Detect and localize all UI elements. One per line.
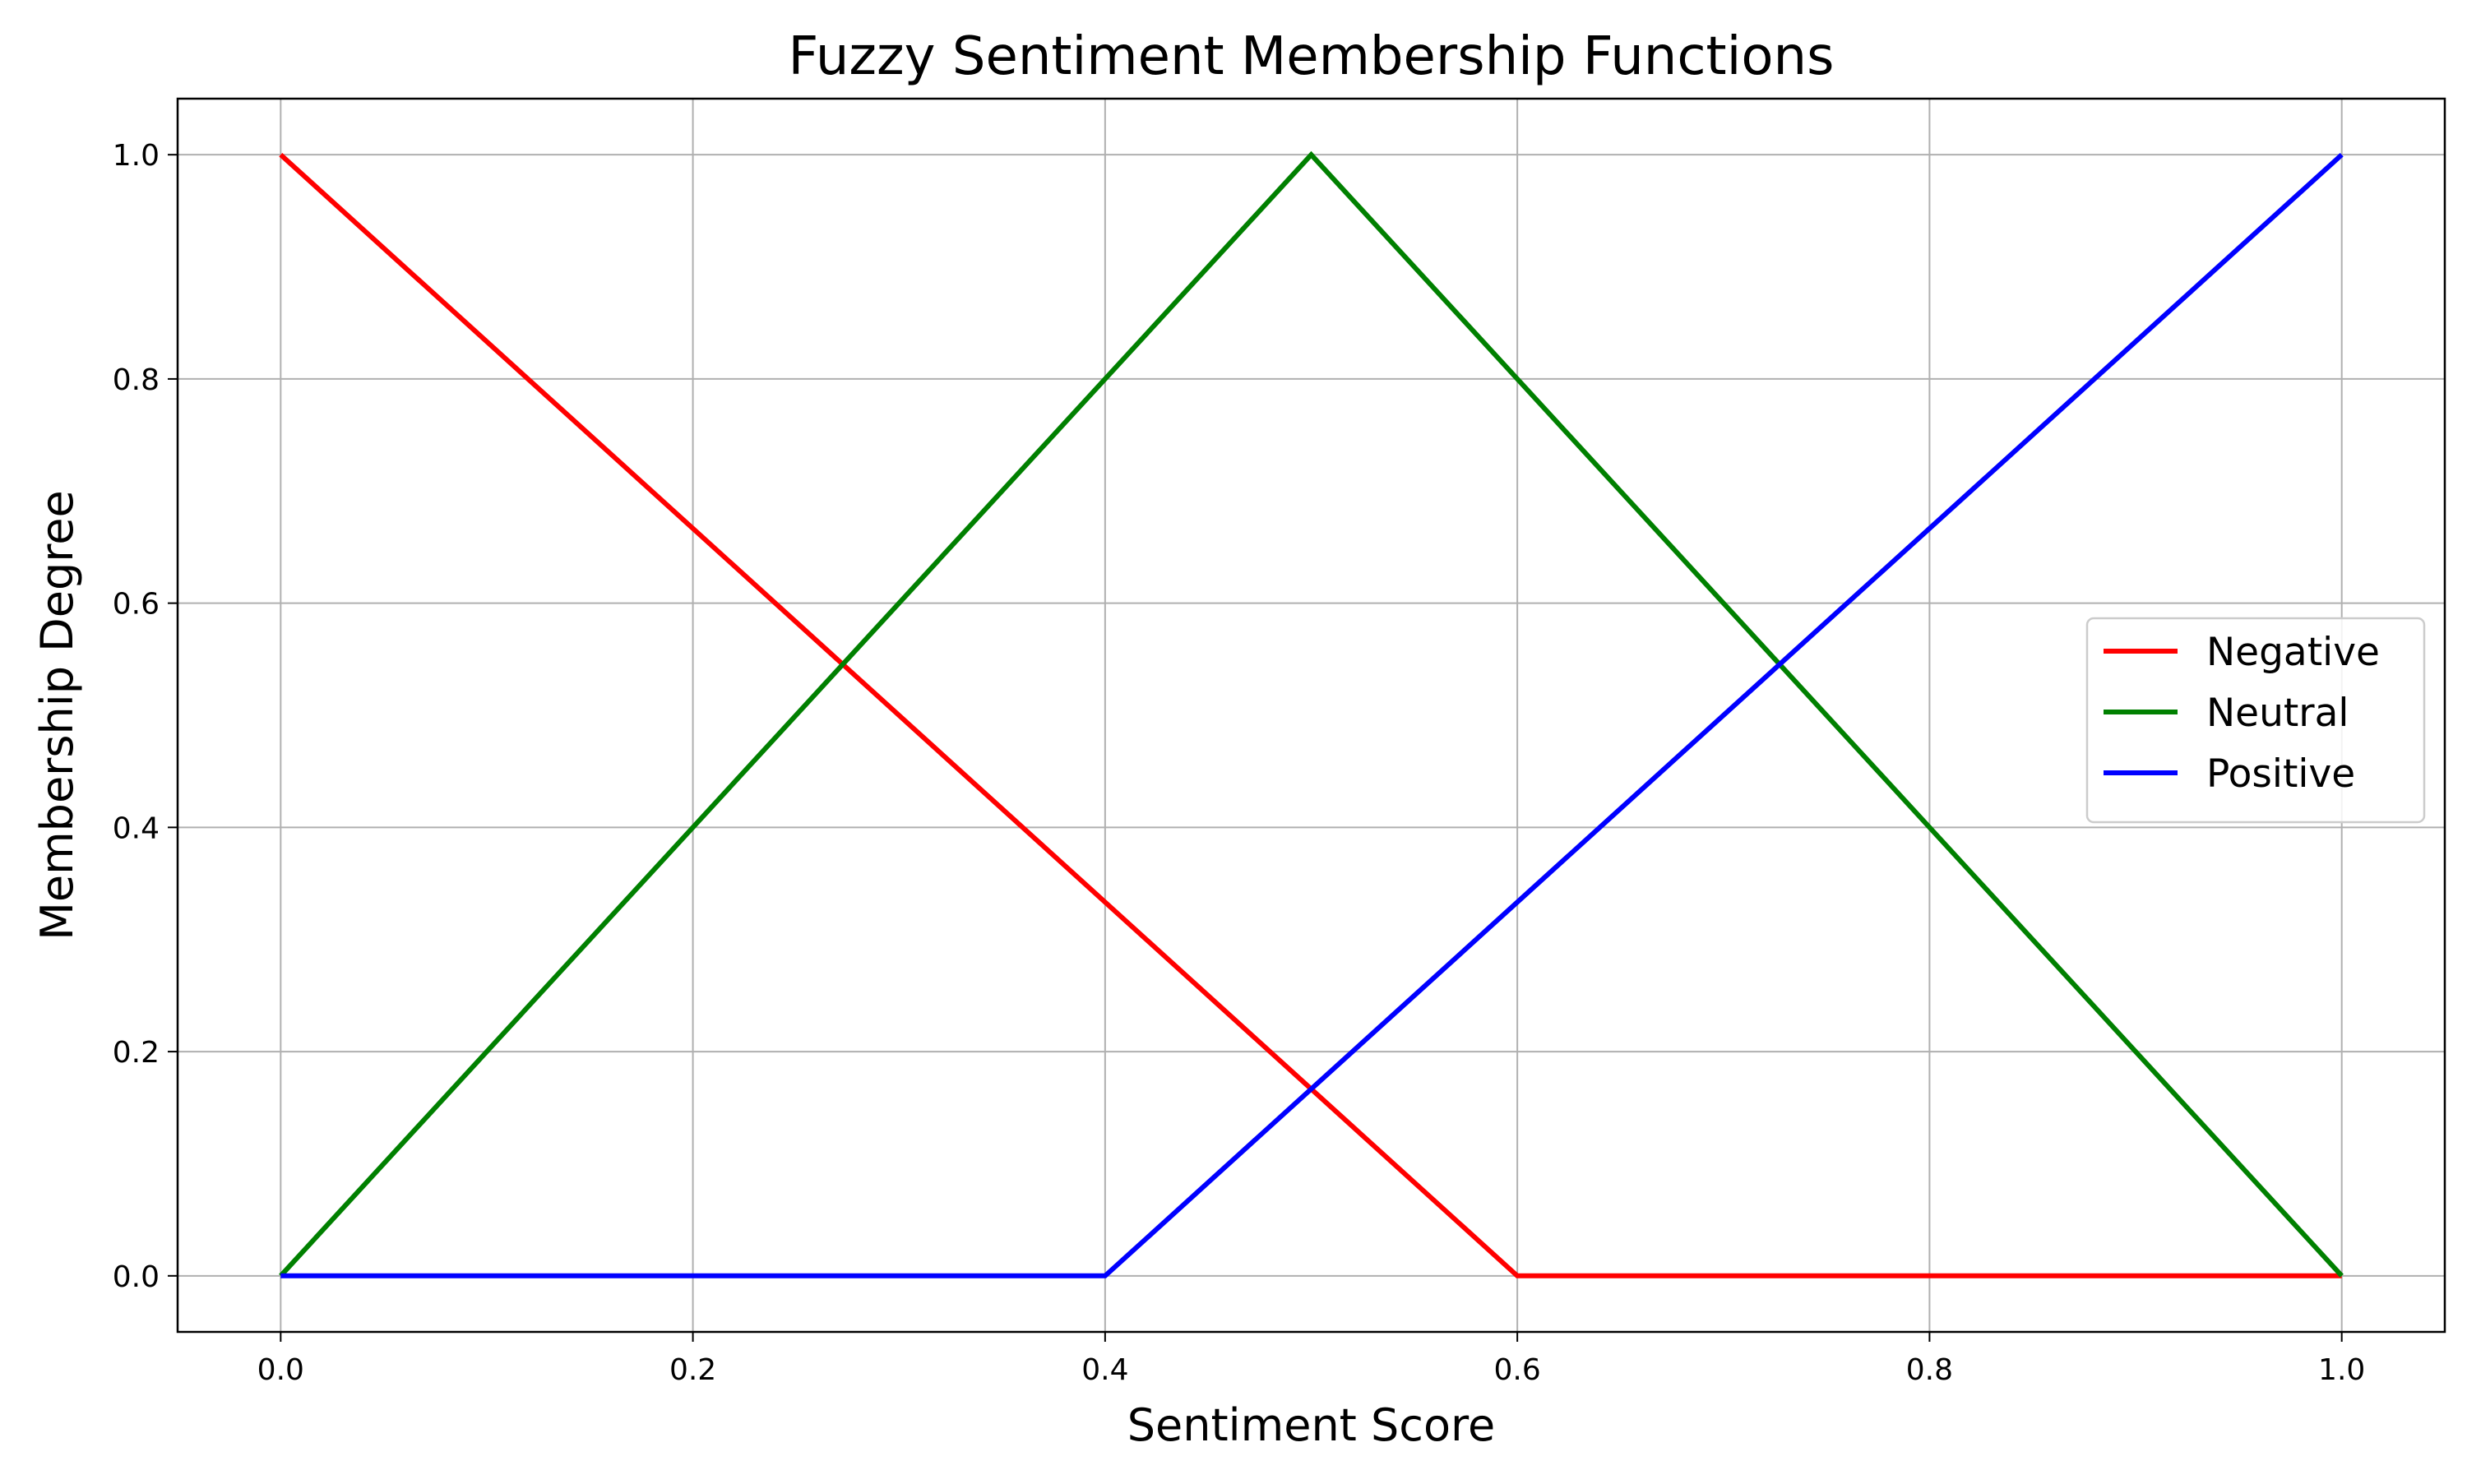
series-layer: [279, 150, 2344, 1278]
series-line-positive: [280, 152, 2344, 1278]
x-tick-label: 1.0: [2318, 1353, 2365, 1387]
x-tick-label: 0.6: [1494, 1353, 1541, 1387]
axis-ticks: 0.0 0.2 0.4 0.6 0.8 1.0 0.0 0.2 0.4 0.6 0.8 1.0: [113, 139, 2366, 1387]
y-tick-label: 0.0: [113, 1260, 160, 1294]
x-tick-label: 0.8: [1906, 1353, 1953, 1387]
y-axis-label: Membership Degree: [31, 490, 83, 940]
x-tick-label: 0.0: [257, 1353, 304, 1387]
x-tick-label: 0.4: [1081, 1353, 1128, 1387]
x-axis-label: Sentiment Score: [1127, 1399, 1496, 1451]
y-tick-label: 0.8: [113, 363, 160, 397]
chart-title: Fuzzy Sentiment Membership Functions: [789, 26, 1835, 87]
legend: Negative Neutral Positive: [2085, 617, 2426, 824]
x-tick-label: 0.2: [669, 1353, 716, 1387]
y-tick-label: 0.4: [113, 811, 160, 845]
y-tick-label: 1.0: [113, 139, 160, 173]
plot-frame: [176, 97, 2446, 1334]
y-tick-label: 0.6: [113, 588, 160, 622]
legend-label-neutral: Neutral: [2206, 691, 2349, 736]
series-line-negative: [279, 152, 2342, 1278]
legend-label-positive: Positive: [2206, 751, 2355, 797]
legend-label-negative: Negative: [2206, 630, 2380, 675]
series-line-neutral: [279, 150, 2344, 1278]
y-tick-label: 0.2: [113, 1036, 160, 1070]
